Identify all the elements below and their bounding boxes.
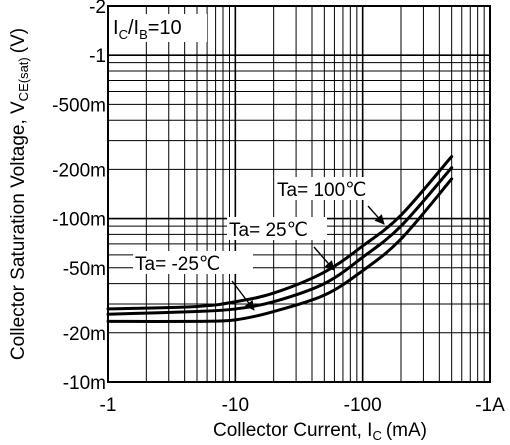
x-tick-label-2: -100 — [344, 395, 382, 416]
y-tick-label-4: -200m — [52, 160, 106, 181]
y-tick-label-6: -1 — [89, 46, 106, 67]
y-axis-label: Collector Saturation Voltage, VCE(sat)(V… — [8, 28, 31, 360]
annotation-label-2: Ta= -25℃ — [135, 254, 220, 275]
curve-annotations: Ta= 100℃ Ta= 25℃ Ta= -25℃ — [133, 177, 393, 311]
y-tick-label-1: -20m — [63, 324, 106, 345]
annotation-arrow-0 — [367, 205, 385, 225]
x-tick-labels: -1 -10 -100 -1A — [100, 395, 506, 416]
condition-label: IC/IB=10 — [111, 14, 207, 42]
series-line-0 — [106, 154, 454, 311]
x-tick-label-0: -1 — [100, 395, 117, 416]
annotation-arrow-2 — [231, 280, 255, 311]
condition-text: IC/IB=10 — [113, 17, 182, 42]
y-tick-label-0: -10m — [63, 373, 106, 394]
x-tick-label-3: -1A — [475, 395, 505, 416]
y-tick-label-7: -2 — [89, 0, 106, 18]
y-tick-label-5: -500m — [52, 95, 106, 116]
annotation-arrow-1 — [313, 246, 335, 271]
plot-frame — [107, 5, 491, 383]
data-curves — [106, 154, 454, 323]
y-tick-label-3: -100m — [52, 210, 106, 231]
series-line-2 — [106, 177, 454, 323]
annotation-label-0: Ta= 100℃ — [277, 180, 366, 201]
annotation-label-1: Ta= 25℃ — [229, 220, 308, 241]
annotation-background-1 — [227, 217, 327, 240]
series-line-1 — [106, 166, 454, 316]
annotation-background-0 — [275, 177, 393, 200]
annotation-background-2 — [133, 251, 253, 274]
condition-label-background — [111, 14, 207, 42]
y-tick-label-2: -50m — [63, 259, 106, 280]
x-tick-label-1: -10 — [222, 395, 249, 416]
x-axis-label: Collector Current, IC (mA) — [213, 420, 427, 443]
y-tick-labels: -10m -20m -50m -100m -200m -500m -1 -2 — [52, 0, 106, 394]
